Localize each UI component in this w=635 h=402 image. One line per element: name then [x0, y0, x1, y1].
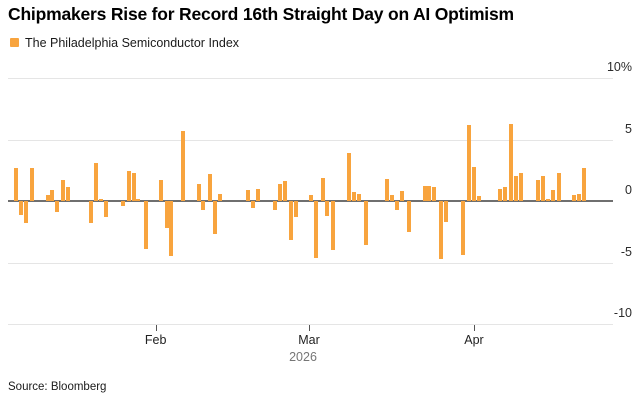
- bar: [294, 201, 298, 217]
- bar: [422, 186, 427, 201]
- bar: [136, 199, 141, 201]
- bar: [278, 184, 282, 201]
- x-axis-tick: [155, 325, 157, 331]
- bar: [50, 190, 55, 201]
- bar: [394, 201, 399, 210]
- bar: [169, 201, 174, 256]
- bar: [546, 199, 551, 201]
- bar: [357, 194, 361, 201]
- bar: [406, 201, 411, 232]
- bar: [121, 201, 125, 206]
- bar: [213, 201, 218, 234]
- bar: [432, 187, 436, 201]
- bar: [144, 201, 148, 249]
- bar: [201, 201, 205, 210]
- x-axis-year-label: 2026: [289, 350, 317, 364]
- bar: [509, 124, 513, 201]
- bar: [330, 201, 335, 250]
- bar: [551, 190, 555, 201]
- bar: [88, 201, 93, 223]
- x-axis-tick: [474, 325, 475, 331]
- bar: [98, 199, 103, 201]
- bar: [13, 168, 18, 201]
- bar: [572, 195, 577, 201]
- bar: [250, 201, 255, 208]
- bar: [19, 201, 23, 215]
- bar: [218, 194, 222, 201]
- bar: [308, 195, 313, 201]
- bar: [541, 176, 546, 201]
- y-axis-tick-label: -10: [613, 306, 632, 320]
- bar: [207, 174, 212, 201]
- legend-label: The Philadelphia Semiconductor Index: [25, 36, 240, 50]
- y-axis-tick-label: 0: [625, 183, 632, 197]
- bar: [321, 178, 325, 201]
- bar: [577, 194, 581, 201]
- bar: [131, 173, 136, 201]
- gridline: [8, 139, 613, 141]
- bar: [165, 201, 169, 228]
- bar: [476, 196, 481, 201]
- bar: [352, 192, 357, 201]
- bar: [444, 201, 449, 222]
- gridline: [8, 78, 613, 79]
- bar: [181, 131, 185, 201]
- bar: [325, 201, 330, 216]
- bar: [536, 180, 540, 201]
- bar: [364, 201, 368, 245]
- y-axis-tick-label: 10%: [606, 60, 632, 74]
- bar: [519, 173, 523, 201]
- bar: [24, 201, 29, 223]
- bar: [272, 201, 277, 210]
- x-axis-tick: [309, 325, 310, 331]
- gridline: [8, 324, 613, 325]
- bar: [104, 201, 108, 217]
- bar: [461, 201, 465, 255]
- x-axis-tick-label: Feb: [144, 333, 167, 347]
- bar: [439, 201, 444, 259]
- x-axis-tick-label: Mar: [298, 333, 320, 347]
- y-axis-tick-label: -5: [620, 244, 632, 259]
- bar: [45, 195, 50, 201]
- bar: [582, 168, 586, 201]
- source-note: Source: Bloomberg: [8, 381, 107, 393]
- bar: [347, 153, 352, 201]
- bar: [427, 186, 432, 201]
- bar: [514, 176, 518, 201]
- zero-line: [8, 200, 613, 202]
- bar: [385, 179, 389, 201]
- bar: [29, 168, 34, 201]
- legend-swatch-icon: [10, 38, 19, 47]
- chart-title: Chipmakers Rise for Record 16th Straight…: [8, 4, 514, 24]
- bar: [467, 125, 471, 201]
- bar: [400, 191, 404, 201]
- bar: [256, 189, 260, 201]
- bar: [283, 181, 288, 201]
- bar: [556, 173, 561, 201]
- x-axis-tick-label: Apr: [464, 333, 484, 347]
- bar: [55, 201, 60, 212]
- bar: [245, 190, 250, 201]
- bar: [126, 171, 131, 201]
- bar: [498, 189, 503, 201]
- bar: [158, 180, 163, 201]
- bar: [314, 201, 319, 258]
- bar: [60, 180, 65, 201]
- gridline: [8, 262, 613, 264]
- bar: [472, 167, 476, 201]
- bar: [503, 187, 508, 201]
- y-axis-tick-label: 5: [625, 121, 632, 136]
- bar: [196, 184, 201, 201]
- bar: [94, 163, 98, 201]
- bar: [288, 201, 293, 240]
- bar: [66, 187, 70, 201]
- bar: [389, 195, 394, 201]
